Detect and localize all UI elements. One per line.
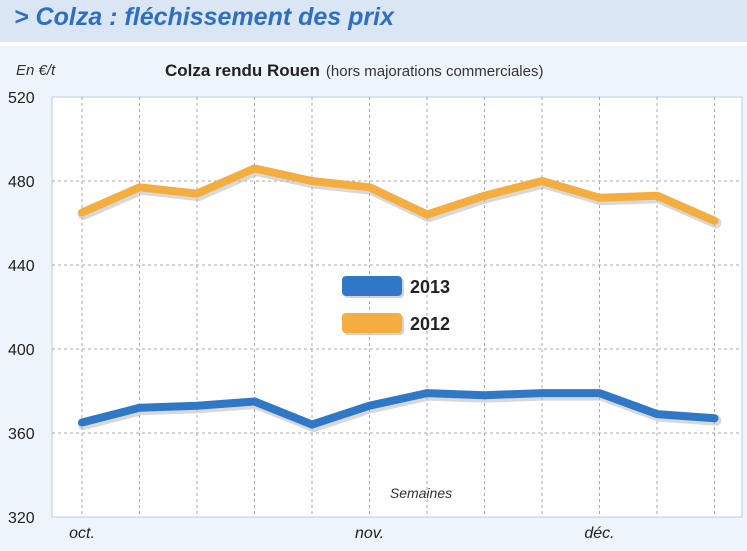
y-tick-label-5: 520 [8,90,35,107]
data-point-2012-9 [598,196,601,200]
x-axis-title: Semaines [390,485,452,501]
data-point-2013-3 [253,400,256,403]
y-tick-label-2: 400 [8,342,35,359]
data-point-2012-2 [195,192,199,196]
legend-label-2012: 2012 [410,314,450,334]
y-unit-label: En €/t [16,62,56,79]
plot-area [51,96,743,518]
chart-title: Colza rendu Rouen [165,61,320,80]
legend-swatch-2012 [342,313,402,333]
data-point-2012-10 [655,194,659,198]
y-axis: 320 360 400 440 480 520 [8,90,35,527]
data-point-2012-6 [425,213,429,217]
header-title: > Colza : fléchissement des prix [14,3,394,31]
data-point-2012-3 [253,166,256,170]
data-point-2013-11 [713,416,716,420]
data-point-2012-0 [80,211,84,214]
data-point-2013-2 [195,404,199,408]
data-point-2012-8 [540,179,544,183]
y-tick-label-4: 480 [8,174,35,191]
grid [52,97,742,517]
series-line-2012 [78,164,719,225]
x-axis: oct. nov. déc. [69,525,615,542]
x-tick-label-2: déc. [584,525,614,542]
data-point-2012-4 [310,179,314,183]
data-point-2013-1 [138,406,141,410]
chart-title-line: Colza rendu Rouen (hors majorations comme… [165,61,543,80]
data-point-2012-7 [483,194,486,198]
series-lines [78,164,722,433]
y-tick-label-3: 440 [8,258,35,275]
chart-subtitle: (hors majorations commerciales) [326,63,544,80]
data-point-2013-10 [655,412,659,416]
x-tick-label-1: nov. [355,525,384,542]
data-point-2012-5 [368,185,371,189]
series-line-2013 [78,389,719,429]
data-point-2013-8 [540,391,544,395]
legend-swatch-2013 [342,276,402,296]
legend-label-2013: 2013 [410,277,450,297]
data-point-2013-0 [80,421,84,424]
data-point-2013-6 [425,391,429,395]
legend: 2013 2012 [342,276,450,335]
y-tick-label-1: 360 [8,426,35,443]
data-point-2013-7 [483,393,486,397]
data-point-2013-5 [368,404,371,408]
data-point-2012-1 [138,185,141,189]
header-banner: > Colza : fléchissement des prix [0,0,747,42]
data-point-2012-11 [713,219,716,223]
data-point-2013-4 [310,423,314,427]
x-tick-label-0: oct. [69,525,95,542]
data-point-2013-9 [598,391,601,395]
y-tick-label-0: 320 [8,510,35,527]
